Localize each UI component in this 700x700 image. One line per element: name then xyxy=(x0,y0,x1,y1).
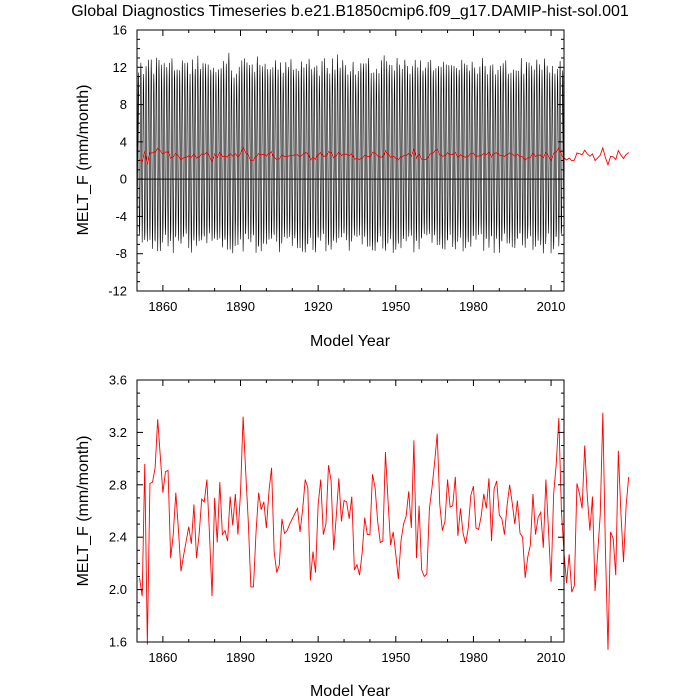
bottom-y-tick-label: 2.8 xyxy=(109,477,127,492)
bottom-x-tick-labels: 1860 1890 1920 1950 1980 2010 xyxy=(148,650,565,665)
annual-mean-series-line xyxy=(139,412,630,650)
bottom-data-layer xyxy=(139,412,630,650)
bottom-tick-marks xyxy=(136,379,564,643)
top-x-tick-label: 2010 xyxy=(537,299,566,314)
bottom-x-tick-label: 1860 xyxy=(148,650,177,665)
bottom-x-tick-label: 1920 xyxy=(304,650,333,665)
top-data-layer xyxy=(136,52,629,254)
top-x-tick-labels: 1860 1890 1920 1950 1980 2010 xyxy=(148,299,565,314)
top-x-tick-label: 1890 xyxy=(226,299,255,314)
bottom-y-tick-label: 2.4 xyxy=(109,530,127,545)
bottom-y-tick-label: 3.6 xyxy=(109,373,127,388)
bottom-x-tick-label: 1950 xyxy=(381,650,410,665)
bottom-x-tick-label: 2010 xyxy=(537,650,566,665)
top-x-tick-label: 1920 xyxy=(304,299,333,314)
bottom-y-axis-title: MELT_F (mm/month) xyxy=(75,436,92,587)
monthly-series-line xyxy=(136,52,565,254)
bottom-y-tick-label: 3.2 xyxy=(109,425,127,440)
top-y-tick-label: -8 xyxy=(115,246,127,261)
bottom-x-tick-label: 1890 xyxy=(226,650,255,665)
top-y-tick-label: 0 xyxy=(120,172,127,187)
bottom-y-tick-label: 1.6 xyxy=(109,635,127,650)
top-y-tick-label: 12 xyxy=(113,60,127,75)
panel-annual-timeseries: 1860 1890 1920 1950 1980 2010 1.6 2.0 2.4 2.8 3.2… xyxy=(75,373,630,700)
top-x-tick-label: 1860 xyxy=(148,299,177,314)
top-y-tick-label: 16 xyxy=(113,23,127,38)
bottom-x-tick-label: 1980 xyxy=(459,650,488,665)
annual-mean-overlay-line xyxy=(139,146,629,167)
top-y-tick-label: -12 xyxy=(108,284,127,299)
bottom-y-tick-label: 2.0 xyxy=(109,582,127,597)
panel-monthly-timeseries: 1860 1890 1920 1950 1980 2010 -12-8-40481216 … xyxy=(75,23,629,350)
top-y-tick-label: 8 xyxy=(120,97,127,112)
top-tick-marks xyxy=(136,29,564,292)
figure-title: Global Diagnostics Timeseries b.e21.B185… xyxy=(71,3,629,20)
top-x-axis-title: Model Year xyxy=(310,333,391,350)
bottom-x-axis-title: Model Year xyxy=(310,683,391,700)
top-y-tick-label: -4 xyxy=(115,209,127,224)
top-y-tick-label: 4 xyxy=(120,134,127,149)
bottom-y-tick-labels: 1.6 2.0 2.4 2.8 3.2 3.6 xyxy=(109,373,127,650)
top-x-tick-label: 1980 xyxy=(459,299,488,314)
top-y-axis-title: MELT_F (mm/month) xyxy=(75,85,92,236)
top-y-tick-labels: -12 -8 -4 0 4 8 12 16 xyxy=(108,23,127,299)
top-x-tick-label: 1950 xyxy=(381,299,410,314)
